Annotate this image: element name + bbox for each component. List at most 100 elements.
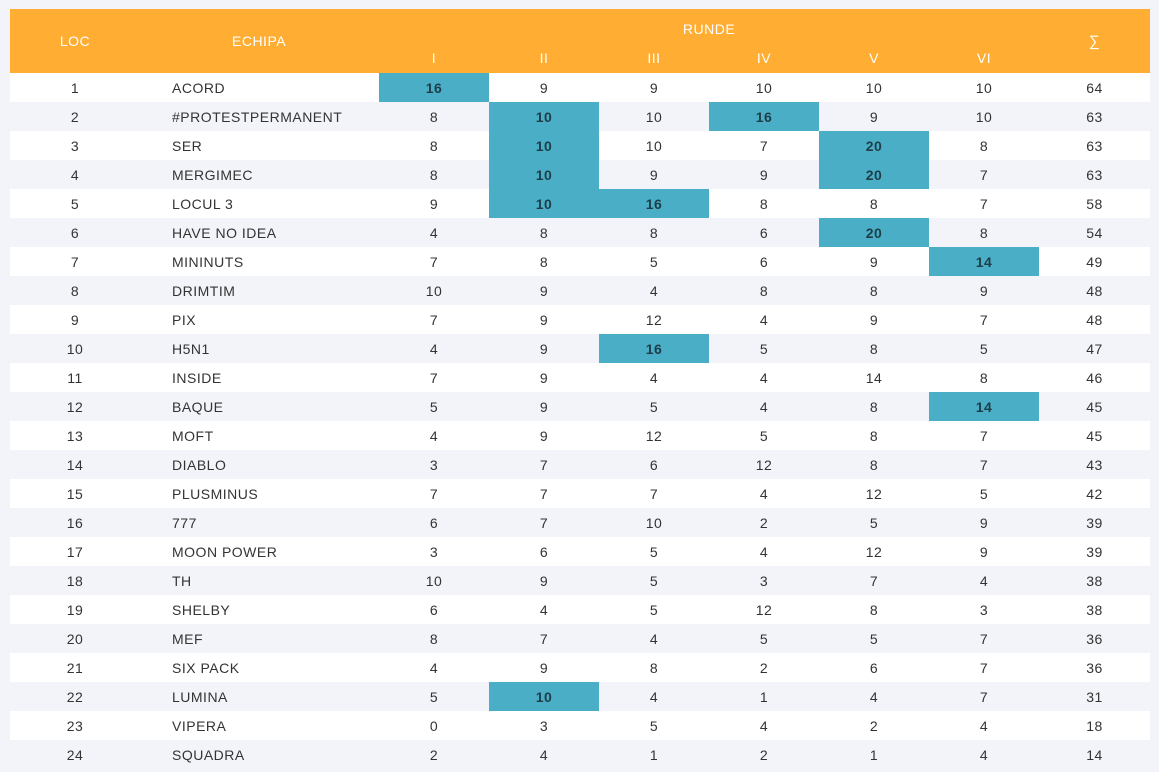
cell-round-6: 9 <box>929 537 1040 566</box>
cell-team: PLUSMINUS <box>140 479 379 508</box>
cell-round-5: 20 <box>819 218 929 247</box>
cell-round-5: 5 <box>819 624 929 653</box>
cell-round-5: 7 <box>819 566 929 595</box>
cell-round-1: 3 <box>379 537 489 566</box>
cell-round-2: 9 <box>489 363 599 392</box>
cell-round-4: 5 <box>709 334 819 363</box>
cell-round-4: 3 <box>709 566 819 595</box>
cell-round-2: 9 <box>489 334 599 363</box>
table-row: 23 VIPERA 0 3 5 4 2 4 18 <box>10 711 1151 740</box>
table-row: 10 H5N1 4 9 16 5 8 5 47 <box>10 334 1151 363</box>
cell-round-3: 5 <box>599 711 709 740</box>
cell-round-1: 7 <box>379 363 489 392</box>
cell-sum: 48 <box>1039 276 1151 305</box>
table-row: 14 DIABLO 3 7 6 12 8 7 43 <box>10 450 1151 479</box>
cell-team: SIX PACK <box>140 653 379 682</box>
cell-sum: 54 <box>1039 218 1151 247</box>
cell-team: LUMINA <box>140 682 379 711</box>
cell-round-6: 4 <box>929 740 1040 769</box>
cell-round-1: 4 <box>379 421 489 450</box>
table-row: 18 TH 10 9 5 3 7 4 38 <box>10 566 1151 595</box>
cell-round-1: 7 <box>379 305 489 334</box>
cell-round-1: 10 <box>379 276 489 305</box>
cell-round-2: 9 <box>489 73 599 102</box>
cell-sum: 46 <box>1039 363 1151 392</box>
header-round-5: V <box>819 43 929 73</box>
cell-round-2: 3 <box>489 711 599 740</box>
cell-round-4: 6 <box>709 247 819 276</box>
table-row: 12 BAQUE 5 9 5 4 8 14 45 <box>10 392 1151 421</box>
cell-round-4: 5 <box>709 421 819 450</box>
cell-round-5: 8 <box>819 334 929 363</box>
cell-sum: 38 <box>1039 595 1151 624</box>
cell-round-6: 9 <box>929 276 1040 305</box>
cell-sum: 36 <box>1039 653 1151 682</box>
cell-loc: 6 <box>10 218 140 247</box>
cell-sum: 39 <box>1039 537 1151 566</box>
cell-round-4: 4 <box>709 479 819 508</box>
cell-round-6: 8 <box>929 131 1040 160</box>
cell-round-5: 12 <box>819 479 929 508</box>
cell-round-5: 8 <box>819 421 929 450</box>
table-row: 17 MOON POWER 3 6 5 4 12 9 39 <box>10 537 1151 566</box>
table-row: 20 MEF 8 7 4 5 5 7 36 <box>10 624 1151 653</box>
cell-round-6: 5 <box>929 479 1040 508</box>
cell-team: SQUADRA <box>140 740 379 769</box>
table-row: 19 SHELBY 6 4 5 12 8 3 38 <box>10 595 1151 624</box>
cell-round-3: 4 <box>599 682 709 711</box>
cell-round-5: 10 <box>819 73 929 102</box>
cell-round-6: 4 <box>929 711 1040 740</box>
cell-round-1: 2 <box>379 740 489 769</box>
cell-round-3: 4 <box>599 276 709 305</box>
cell-loc: 18 <box>10 566 140 595</box>
cell-loc: 13 <box>10 421 140 450</box>
table-row: 4 MERGIMEC 8 10 9 9 20 7 63 <box>10 160 1151 189</box>
cell-round-4: 8 <box>709 276 819 305</box>
table-row: 7 MININUTS 7 8 5 6 9 14 49 <box>10 247 1151 276</box>
table-row: 9 PIX 7 9 12 4 9 7 48 <box>10 305 1151 334</box>
table-row: 22 LUMINA 5 10 4 1 4 7 31 <box>10 682 1151 711</box>
cell-round-6: 5 <box>929 334 1040 363</box>
cell-round-1: 7 <box>379 247 489 276</box>
cell-round-5: 14 <box>819 363 929 392</box>
cell-round-1: 8 <box>379 102 489 131</box>
cell-round-3: 4 <box>599 624 709 653</box>
cell-round-1: 3 <box>379 450 489 479</box>
cell-round-5: 12 <box>819 537 929 566</box>
cell-round-4: 4 <box>709 392 819 421</box>
cell-round-5: 20 <box>819 160 929 189</box>
cell-round-5: 1 <box>819 740 929 769</box>
cell-round-3: 1 <box>599 740 709 769</box>
table-header: LOC ECHIPA RUNDE ∑ I II III IV V VI <box>10 9 1151 73</box>
cell-round-6: 7 <box>929 450 1040 479</box>
cell-team: ACORD <box>140 73 379 102</box>
cell-round-5: 9 <box>819 102 929 131</box>
cell-round-4: 2 <box>709 508 819 537</box>
cell-round-1: 8 <box>379 131 489 160</box>
cell-round-6: 14 <box>929 392 1040 421</box>
cell-round-4: 12 <box>709 595 819 624</box>
cell-round-2: 9 <box>489 566 599 595</box>
cell-loc: 2 <box>10 102 140 131</box>
table-row: 16 777 6 7 10 2 5 9 39 <box>10 508 1151 537</box>
cell-round-2: 9 <box>489 653 599 682</box>
cell-round-4: 5 <box>709 624 819 653</box>
cell-team: DIABLO <box>140 450 379 479</box>
cell-loc: 11 <box>10 363 140 392</box>
cell-round-2: 4 <box>489 595 599 624</box>
cell-loc: 1 <box>10 73 140 102</box>
cell-team: LOCUL 3 <box>140 189 379 218</box>
cell-sum: 38 <box>1039 566 1151 595</box>
cell-round-5: 9 <box>819 247 929 276</box>
cell-round-2: 7 <box>489 450 599 479</box>
cell-loc: 10 <box>10 334 140 363</box>
cell-round-4: 4 <box>709 363 819 392</box>
cell-round-4: 12 <box>709 450 819 479</box>
cell-team: VIPERA <box>140 711 379 740</box>
cell-round-6: 14 <box>929 247 1040 276</box>
cell-round-2: 8 <box>489 218 599 247</box>
cell-round-1: 7 <box>379 479 489 508</box>
header-team: ECHIPA <box>140 9 379 73</box>
table-row: 6 HAVE NO IDEA 4 8 8 6 20 8 54 <box>10 218 1151 247</box>
cell-team: HAVE NO IDEA <box>140 218 379 247</box>
